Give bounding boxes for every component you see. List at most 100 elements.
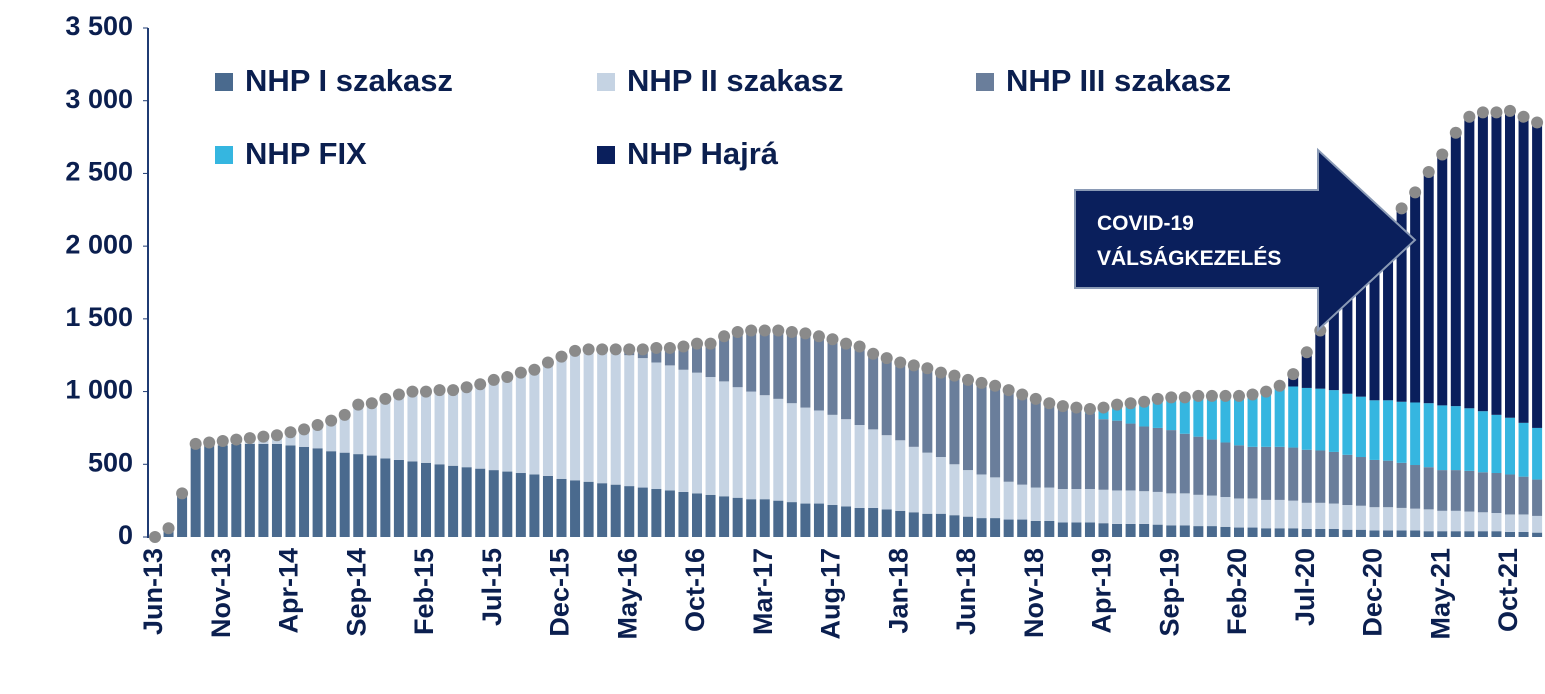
bar-segment — [1125, 490, 1136, 524]
bar-segment — [976, 382, 987, 475]
bar-segment — [1044, 521, 1055, 537]
bar-segment — [1288, 500, 1299, 529]
bar-segment — [217, 445, 228, 537]
total-marker — [1436, 148, 1449, 161]
bar-segment — [624, 355, 635, 487]
bar-segment — [1234, 498, 1244, 528]
bar-segment — [299, 446, 310, 537]
bar-segment — [1328, 451, 1339, 504]
y-tick-label: 0 — [118, 520, 133, 550]
bar-segment — [990, 518, 1001, 537]
bar-segment — [949, 464, 960, 516]
total-marker — [1504, 104, 1516, 117]
bar-segment — [1369, 530, 1380, 537]
bar-segment — [678, 346, 689, 370]
bar-segment — [746, 391, 757, 500]
x-axis-labels: Jun-13 Nov-13 Apr-14 Sep-14 Feb-15 Jul-15 Dec-… — [138, 548, 1523, 640]
bar-segment — [1342, 529, 1353, 537]
bar-segment — [1057, 489, 1068, 523]
bar-segment — [732, 387, 743, 498]
bar-segment — [868, 353, 879, 430]
bar-segment — [231, 443, 242, 537]
total-marker — [1287, 368, 1300, 381]
bar-segment — [813, 410, 824, 504]
bar-segment — [1274, 499, 1285, 529]
bar-segment — [1017, 519, 1028, 537]
bar-segment — [1410, 465, 1421, 509]
total-marker — [1083, 403, 1096, 416]
total-marker — [162, 522, 175, 535]
bar-segment — [1518, 531, 1529, 537]
total-marker — [325, 414, 338, 427]
bar-segment — [1166, 525, 1177, 537]
bar-segment — [1084, 489, 1095, 523]
total-marker — [745, 324, 758, 337]
bar-segment — [1369, 507, 1380, 531]
bar-segment — [1315, 450, 1326, 503]
bar-segment — [732, 331, 743, 388]
bar-segment — [1166, 430, 1177, 494]
bar-segment — [773, 398, 784, 501]
bar-segment — [719, 336, 730, 382]
total-marker — [812, 330, 825, 343]
bar-segment — [1152, 398, 1163, 428]
bar-segment — [312, 425, 323, 449]
bar-segment — [1057, 406, 1068, 490]
bar-segment — [244, 443, 255, 537]
total-marker — [298, 423, 311, 436]
bar-segment — [719, 496, 730, 537]
bar-segment — [488, 470, 499, 537]
bar-segment — [1139, 523, 1150, 537]
bar-segment — [421, 391, 431, 463]
x-tick-label: Mar-17 — [748, 548, 778, 635]
bar-segment — [597, 349, 608, 484]
total-marker — [731, 325, 744, 338]
total-marker — [582, 343, 595, 356]
bar-segment — [1328, 529, 1339, 537]
bar-segment — [1355, 457, 1366, 506]
x-tick-label: Dec-15 — [545, 548, 575, 637]
total-marker — [962, 373, 974, 386]
bar-segment — [1491, 414, 1502, 474]
bar-segment — [597, 483, 608, 537]
x-tick-label: Jan-18 — [883, 548, 913, 634]
total-marker — [433, 384, 446, 397]
bar-segment — [515, 473, 526, 537]
bar-segment — [1491, 473, 1502, 514]
bar-segment — [1301, 387, 1312, 450]
bar-segment — [1234, 527, 1244, 537]
bar-segment — [1396, 507, 1407, 531]
bar-segment — [1464, 116, 1475, 409]
bar-segment — [786, 502, 797, 537]
bar-segment — [461, 467, 472, 537]
bar-segment — [1532, 479, 1543, 516]
bar-segment — [935, 457, 946, 514]
bar-segment — [1288, 528, 1299, 537]
total-marker — [257, 430, 270, 443]
bar-segment — [1125, 403, 1136, 424]
total-marker — [1205, 389, 1218, 402]
bar-segment — [1152, 524, 1163, 537]
bar-segment — [434, 464, 445, 537]
total-marker — [528, 363, 541, 376]
bar-segment — [1179, 493, 1190, 526]
total-marker — [1070, 401, 1083, 414]
bar-segment — [1234, 395, 1244, 446]
bar-segment — [990, 477, 1001, 519]
total-marker — [1517, 110, 1530, 123]
total-marker — [1002, 384, 1015, 397]
bar-segment — [1261, 446, 1272, 500]
bar-segment — [1518, 514, 1529, 532]
bar-segment — [1030, 487, 1041, 522]
bar-segment — [1450, 470, 1461, 511]
bar-segment — [827, 505, 838, 537]
bar-segment — [515, 372, 526, 474]
bar-segment — [935, 513, 946, 537]
bar-segment — [800, 333, 811, 408]
bar-segment — [366, 403, 377, 456]
bar-segment — [1396, 462, 1407, 508]
x-tick-label: Apr-14 — [274, 548, 304, 634]
bar-segment — [502, 377, 513, 472]
bar-segment — [1383, 400, 1394, 461]
bar-segment — [475, 468, 486, 537]
